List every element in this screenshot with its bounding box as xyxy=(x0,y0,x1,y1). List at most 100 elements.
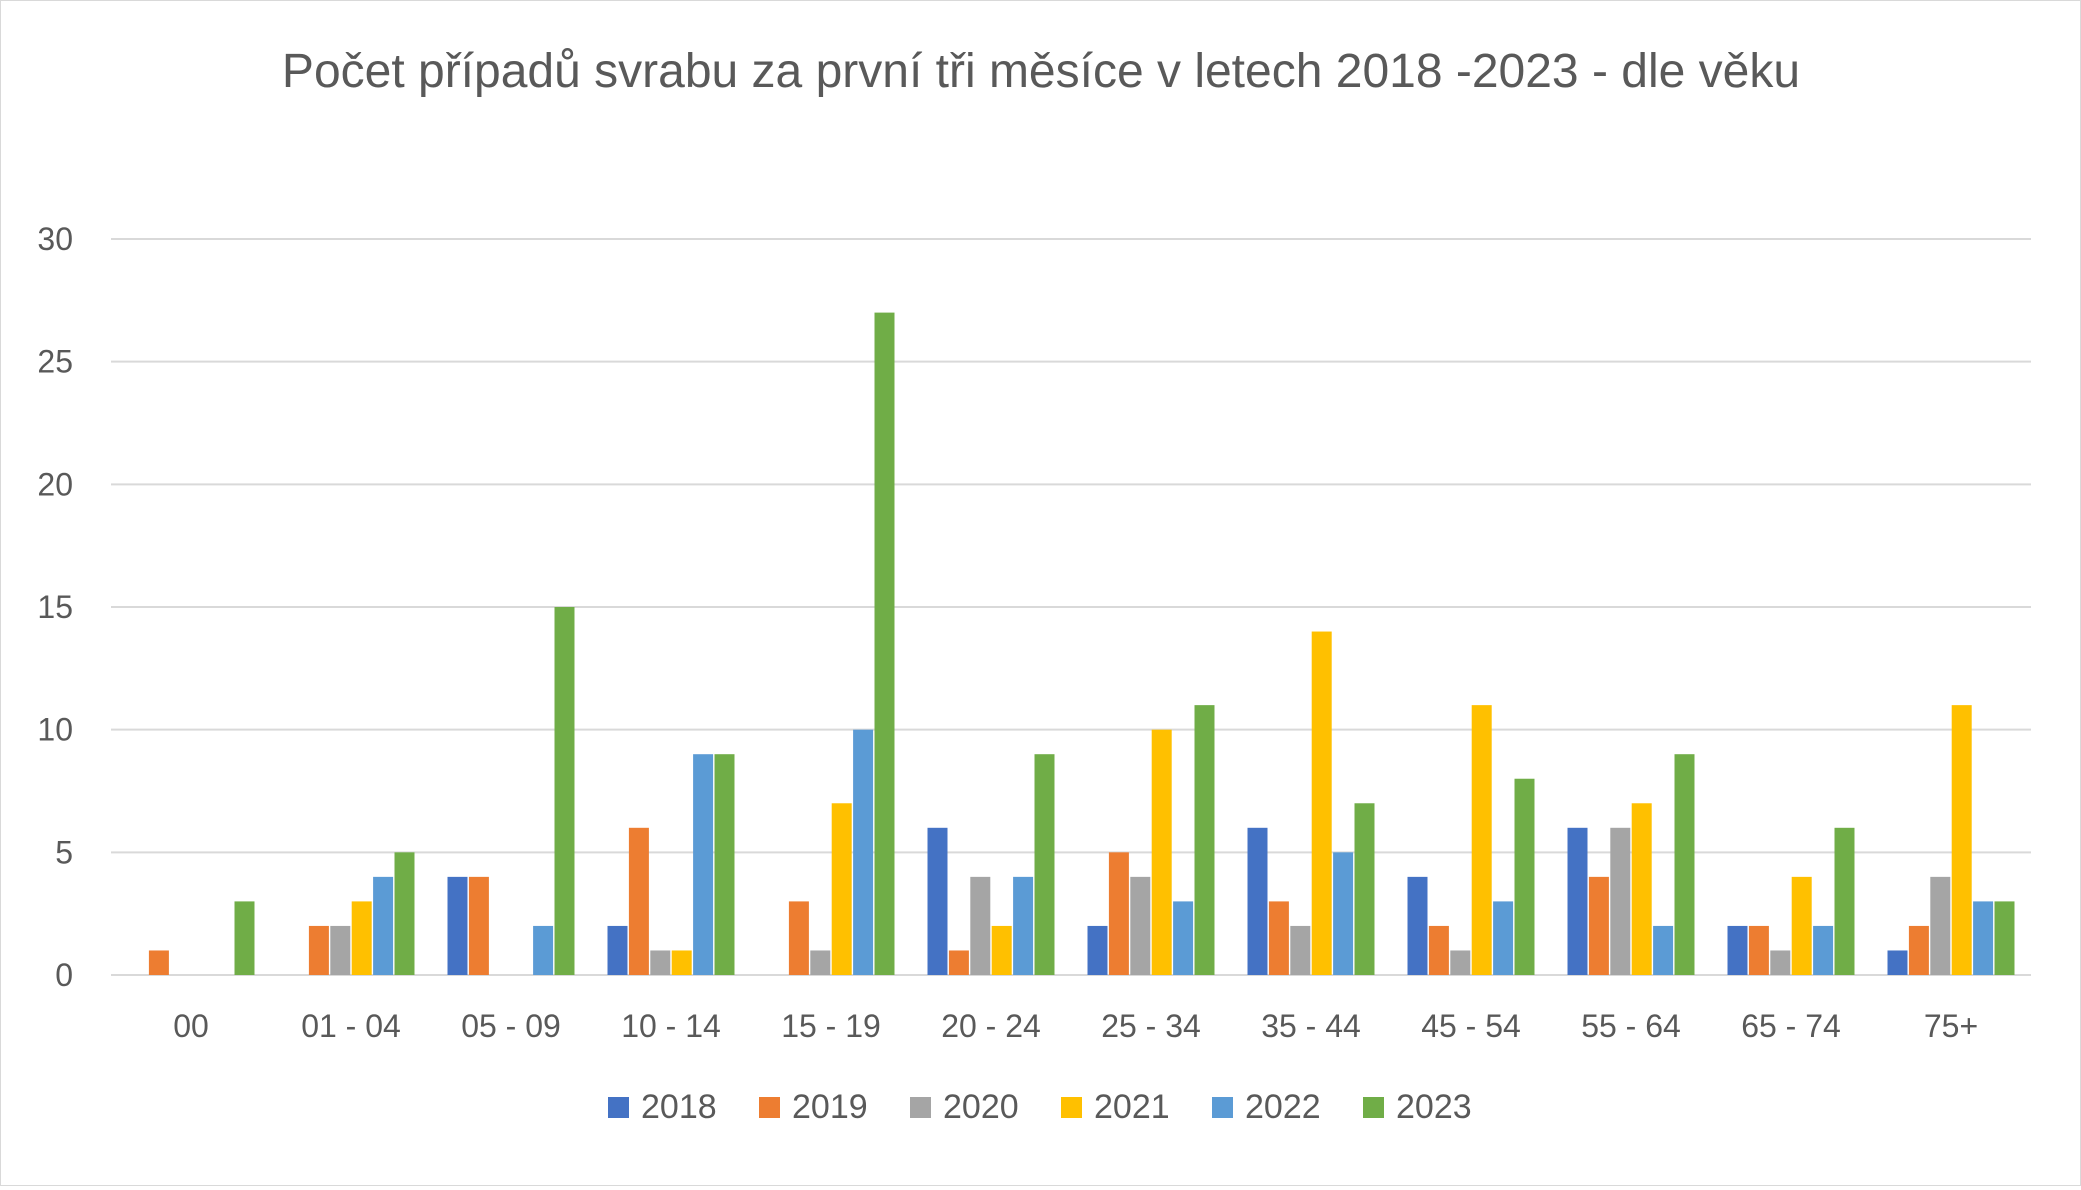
y-axis-ticks: 0 5 10 15 20 25 30 xyxy=(37,221,73,993)
bar-2021-9 xyxy=(1471,705,1492,975)
bar-2021-4 xyxy=(671,950,692,975)
bar-2018-7 xyxy=(1087,925,1108,975)
bar-2019-3 xyxy=(468,876,489,975)
legend-swatch-2022 xyxy=(1212,1097,1233,1118)
bar-2023-1 xyxy=(234,901,255,975)
bar-2023-10 xyxy=(1674,754,1695,975)
bar-2022-7 xyxy=(1173,901,1194,975)
bar-2022-4 xyxy=(693,754,714,975)
bar-2018-10 xyxy=(1567,827,1588,975)
y-tick-label: 10 xyxy=(37,712,73,748)
bar-2023-5 xyxy=(874,312,895,976)
bar-2018-4 xyxy=(607,925,628,975)
bar-2019-5 xyxy=(788,901,809,975)
legend-swatch-2018 xyxy=(608,1097,629,1118)
x-tick-label: 65 - 74 xyxy=(1741,1008,1841,1044)
bar-2020-2 xyxy=(330,925,351,975)
bar-2020-11 xyxy=(1770,950,1791,975)
x-tick-label: 45 - 54 xyxy=(1421,1008,1521,1044)
legend-label-2023: 2023 xyxy=(1396,1088,1472,1126)
bar-2022-10 xyxy=(1653,925,1674,975)
bar-2022-3 xyxy=(533,925,554,975)
bar-2022-9 xyxy=(1493,901,1514,975)
bar-2021-2 xyxy=(351,901,372,975)
legend-swatch-2020 xyxy=(910,1097,931,1118)
bar-2018-9 xyxy=(1407,876,1428,975)
bar-2020-9 xyxy=(1450,950,1471,975)
legend-swatch-2023 xyxy=(1363,1097,1384,1118)
bar-2022-8 xyxy=(1333,852,1354,975)
bar-2023-4 xyxy=(714,754,735,975)
bar-2019-8 xyxy=(1268,901,1289,975)
legend-label-2018: 2018 xyxy=(641,1088,717,1126)
bar-2019-9 xyxy=(1428,925,1449,975)
bar-2020-6 xyxy=(970,876,991,975)
bar-2019-4 xyxy=(628,827,649,975)
y-tick-label: 30 xyxy=(37,221,73,257)
bar-2020-10 xyxy=(1610,827,1631,975)
bar-2022-6 xyxy=(1013,876,1034,975)
x-tick-label: 05 - 09 xyxy=(461,1008,561,1044)
x-tick-label: 55 - 64 xyxy=(1581,1008,1681,1044)
bar-2023-3 xyxy=(554,607,575,975)
bar-2019-11 xyxy=(1748,925,1769,975)
bar-2020-7 xyxy=(1130,876,1151,975)
bar-2023-7 xyxy=(1194,705,1215,975)
bar-2022-5 xyxy=(853,729,874,975)
bar-2023-8 xyxy=(1354,803,1375,975)
bar-2023-6 xyxy=(1034,754,1055,975)
x-tick-label: 01 - 04 xyxy=(301,1008,401,1044)
bar-2021-12 xyxy=(1951,705,1972,975)
bar-2019-7 xyxy=(1108,852,1129,975)
y-tick-label: 15 xyxy=(37,589,73,625)
bar-2021-5 xyxy=(831,803,852,975)
bar-2019-12 xyxy=(1908,925,1929,975)
bar-2022-11 xyxy=(1813,925,1834,975)
x-axis-ticks: 00 01 - 04 05 - 09 10 - 14 15 - 19 20 - 24 25 … xyxy=(173,1008,1978,1044)
chart-title: Počet případů svrabu za první tři měsíce… xyxy=(282,45,1800,98)
y-tick-label: 20 xyxy=(37,466,73,502)
bar-2018-3 xyxy=(447,876,468,975)
gridlines xyxy=(111,238,2031,976)
bar-2020-4 xyxy=(650,950,671,975)
bar-2018-11 xyxy=(1727,925,1748,975)
x-tick-label: 15 - 19 xyxy=(781,1008,881,1044)
bar-2023-12 xyxy=(1994,901,2015,975)
legend-label-2021: 2021 xyxy=(1094,1088,1170,1126)
bar-2020-8 xyxy=(1290,925,1311,975)
legend-label-2019: 2019 xyxy=(792,1088,868,1126)
bar-2020-5 xyxy=(810,950,831,975)
bar-2023-2 xyxy=(394,852,415,975)
bar-2019-1 xyxy=(148,950,169,975)
bar-2018-12 xyxy=(1887,950,1908,975)
x-tick-label: 25 - 34 xyxy=(1101,1008,1201,1044)
bars xyxy=(148,312,2015,976)
bar-2023-11 xyxy=(1834,827,1855,975)
bar-2023-9 xyxy=(1514,778,1535,975)
bar-2021-8 xyxy=(1311,631,1332,975)
x-tick-label: 75+ xyxy=(1924,1008,1978,1044)
bar-2022-2 xyxy=(373,876,394,975)
legend-label-2020: 2020 xyxy=(943,1088,1019,1126)
bar-2020-12 xyxy=(1930,876,1951,975)
x-tick-label: 10 - 14 xyxy=(621,1008,721,1044)
legend: 2018 2019 2020 2021 2022 2023 xyxy=(608,1088,1472,1126)
legend-swatch-2021 xyxy=(1061,1097,1082,1118)
y-tick-label: 0 xyxy=(55,957,73,993)
bar-2022-12 xyxy=(1973,901,1994,975)
bar-2019-6 xyxy=(948,950,969,975)
legend-label-2022: 2022 xyxy=(1245,1088,1321,1126)
y-tick-label: 25 xyxy=(37,344,73,380)
bar-2021-11 xyxy=(1791,876,1812,975)
bar-2021-6 xyxy=(991,925,1012,975)
bar-2021-10 xyxy=(1631,803,1652,975)
x-tick-label: 35 - 44 xyxy=(1261,1008,1361,1044)
bar-2019-2 xyxy=(308,925,329,975)
legend-swatch-2019 xyxy=(759,1097,780,1118)
bar-2019-10 xyxy=(1588,876,1609,975)
y-tick-label: 5 xyxy=(55,834,73,870)
x-tick-label: 20 - 24 xyxy=(941,1008,1041,1044)
bar-2018-6 xyxy=(927,827,948,975)
